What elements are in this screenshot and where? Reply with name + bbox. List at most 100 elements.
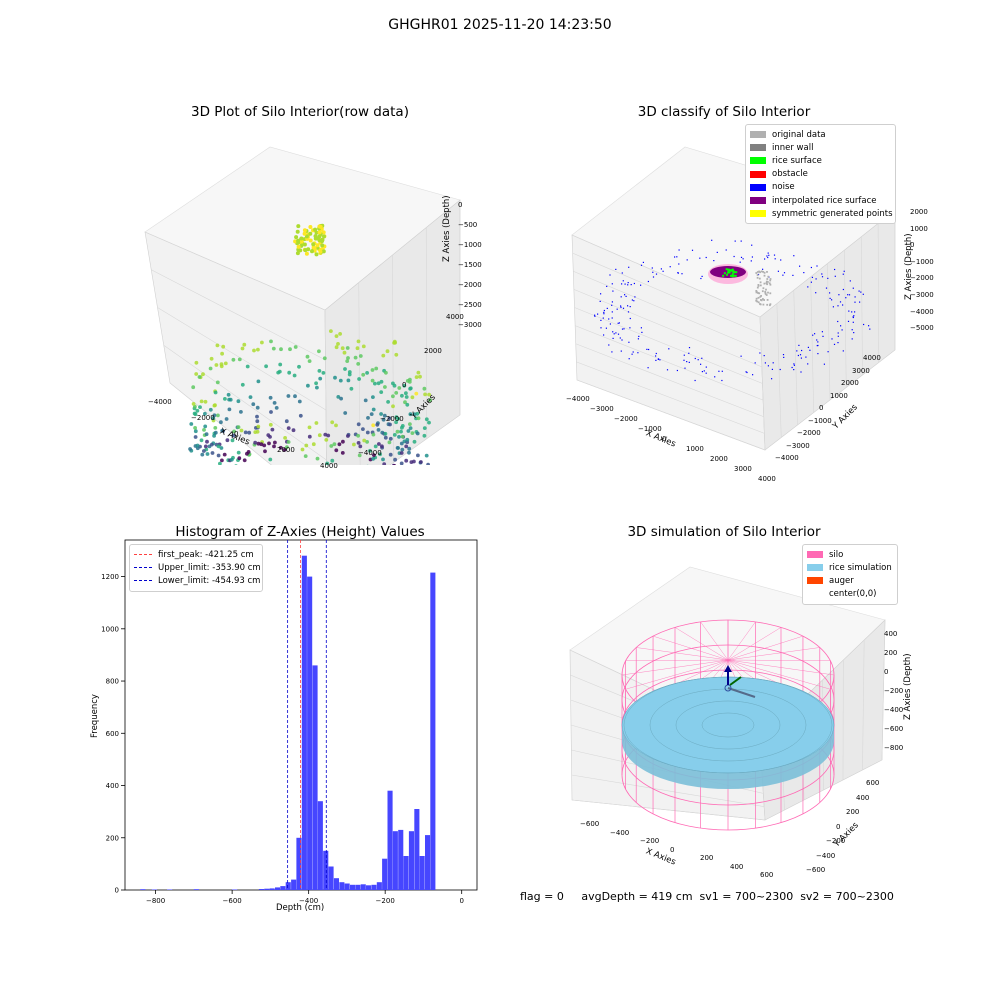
scatter-point — [236, 425, 241, 429]
noise-point — [711, 239, 713, 241]
histogram-bar — [167, 889, 173, 890]
scatter-point — [404, 395, 409, 399]
noise-point — [617, 322, 619, 324]
wall-point — [763, 271, 766, 274]
scatter-point — [256, 424, 261, 429]
noise-point — [713, 260, 715, 262]
scatter-point — [255, 414, 259, 419]
wall-point — [759, 271, 761, 274]
wall-point — [759, 303, 762, 306]
wall-point — [755, 291, 758, 293]
panel1-title: 3D Plot of Silo Interior(row data) — [191, 104, 409, 120]
scatter-point — [392, 464, 397, 465]
panel3-title: Histogram of Z-Axies (Height) Values — [175, 524, 425, 540]
noise-point — [849, 280, 851, 282]
wall-point — [756, 286, 759, 289]
noise-point — [740, 240, 742, 242]
noise-point — [611, 311, 613, 313]
noise-point — [612, 290, 614, 292]
legend-item: rice surface — [750, 154, 891, 167]
noise-point — [752, 374, 754, 376]
scatter-point — [214, 363, 219, 367]
scatter-point — [237, 456, 242, 461]
legend-item: original data — [750, 128, 891, 141]
histogram-x-tick: 0 — [459, 897, 463, 905]
noise-point — [800, 371, 802, 373]
legend-label: inner wall — [772, 142, 814, 153]
wall-point — [763, 299, 765, 301]
scatter-point — [379, 379, 384, 384]
legend-item: auger — [807, 574, 893, 587]
noise-point — [688, 352, 690, 354]
legend-item: obstacle — [750, 168, 891, 181]
rice-mesh — [701, 712, 755, 738]
scatter-point — [399, 429, 403, 434]
scatter-point — [285, 445, 289, 450]
scatter-point — [324, 438, 329, 442]
noise-point — [854, 296, 856, 298]
rice-surface-point — [732, 274, 735, 277]
noise-point — [640, 264, 643, 266]
scatter-point — [191, 385, 196, 390]
noise-point — [620, 350, 622, 352]
noise-point — [807, 363, 809, 365]
scatter-point — [242, 342, 247, 347]
panel4-z-tick: −400 — [884, 706, 904, 714]
noise-point — [605, 327, 607, 329]
noise-point — [746, 371, 748, 374]
noise-point — [799, 265, 801, 267]
scatter-point — [418, 374, 422, 379]
noise-point — [703, 370, 705, 372]
scatter-point — [349, 386, 354, 391]
scatter-point — [216, 453, 221, 458]
scatter-point — [357, 453, 362, 458]
scatter-point — [266, 433, 271, 437]
noise-point — [606, 285, 608, 287]
noise-point — [603, 313, 605, 315]
histogram-legend: first_peak: -421.25 cm Upper_limit: -353.… — [129, 544, 263, 592]
histogram-x-tick: −600 — [223, 897, 242, 905]
histogram-y-tick: 600 — [106, 730, 119, 738]
scatter-point — [392, 341, 396, 345]
noise-point — [622, 280, 624, 282]
figure-title: GHGHR01 2025-11-20 14:23:50 — [388, 17, 612, 33]
scatter-point — [193, 435, 198, 439]
silo-roof-line — [652, 635, 729, 661]
noise-point — [666, 369, 669, 371]
noise-point — [718, 370, 720, 372]
scatter-point — [394, 391, 399, 395]
scatter-point — [356, 433, 360, 438]
histogram-bar — [296, 837, 302, 890]
scatter-point — [371, 432, 376, 437]
histogram-bar — [430, 572, 436, 890]
noise-point — [688, 347, 691, 349]
scatter-point — [208, 366, 213, 371]
status-footer: flag = 0 avgDepth = 419 cm sv1 = 700~230… — [520, 890, 894, 903]
scatter-point — [397, 435, 401, 439]
noise-point — [812, 334, 814, 336]
noise-point — [628, 341, 630, 343]
scatter-point — [259, 442, 264, 447]
panel4-x-tick: −400 — [610, 828, 630, 837]
scatter-point — [256, 441, 261, 446]
noise-point — [793, 369, 795, 371]
scatter-point — [407, 446, 412, 451]
panel4-z-tick: 0 — [884, 668, 889, 676]
scatter-point — [251, 402, 256, 407]
noise-point — [599, 300, 601, 302]
noise-point — [700, 363, 702, 365]
histogram-bar — [408, 831, 414, 890]
panel2-z-tick: 2000 — [910, 208, 928, 216]
noise-point — [762, 268, 764, 270]
scatter-point — [399, 451, 404, 455]
histogram-bar — [350, 884, 356, 890]
silo-roof-line — [727, 621, 756, 661]
scatter-point — [381, 457, 385, 462]
scatter-point — [382, 413, 387, 418]
noise-point — [633, 300, 635, 302]
scatter-point — [330, 458, 335, 463]
scatter-point — [337, 442, 342, 447]
legend-label: interpolated rice surface — [772, 195, 877, 206]
scatter-point — [365, 440, 369, 444]
wall-point — [767, 291, 769, 294]
